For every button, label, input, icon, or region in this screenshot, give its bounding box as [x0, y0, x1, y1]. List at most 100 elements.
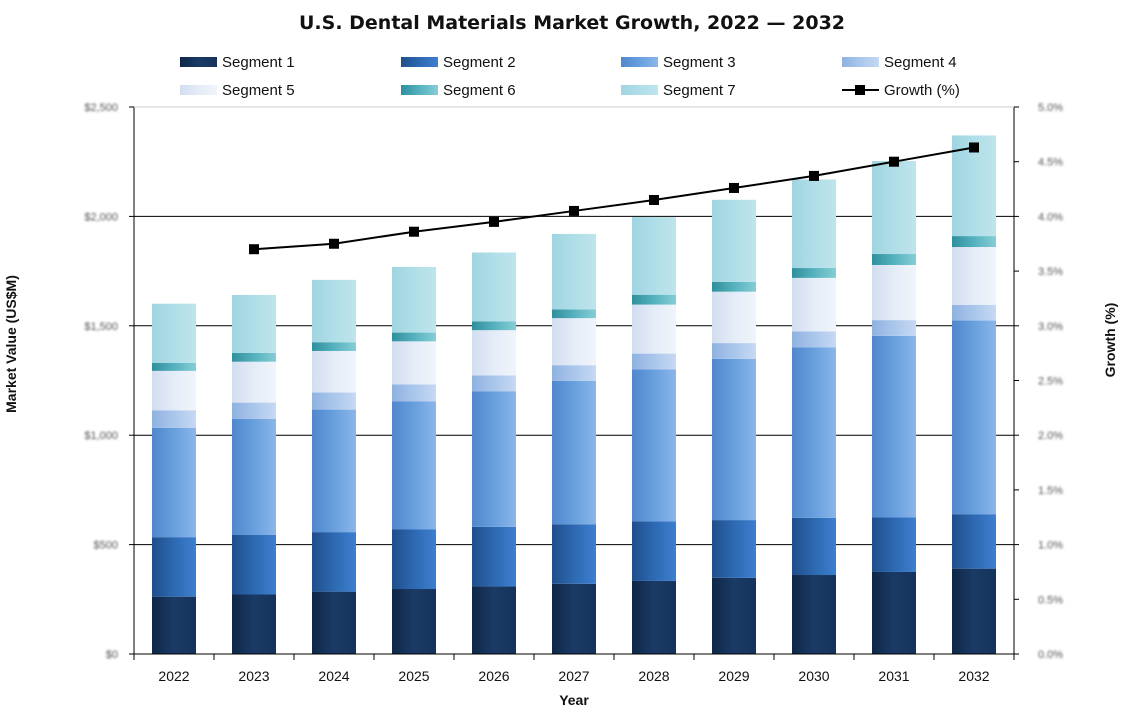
growth-point-2028: [649, 194, 659, 205]
chart-title: U.S. Dental Materials Market Growth, 202…: [299, 12, 845, 34]
growth-point-2030: [809, 170, 819, 181]
bar-segment-5-2023: [232, 361, 276, 403]
y2-tick-label: 0.5%: [1038, 594, 1063, 606]
bar-segment-7-2030: [792, 179, 836, 269]
bar-segment-2-2026: [472, 526, 516, 587]
legend-item-segment-1: Segment 1: [180, 54, 295, 71]
bar-segment-2-2022: [152, 537, 196, 597]
bar-segment-6-2030: [792, 268, 836, 278]
bar-segment-1-2025: [392, 589, 436, 654]
bar-segment-4-2030: [792, 331, 836, 348]
bar-segment-6-2025: [392, 332, 436, 342]
bar-segment-2-2024: [312, 532, 356, 592]
legend-item-segment-7: Segment 7: [621, 82, 736, 99]
bar-segment-2-2025: [392, 529, 436, 590]
bar-segment-5-2024: [312, 350, 356, 393]
bar-segment-1-2028: [632, 580, 676, 654]
bar-segment-5-2026: [472, 330, 516, 376]
bar-segment-1-2026: [472, 586, 516, 654]
growth-point-2023: [249, 244, 259, 255]
bar-segment-4-2023: [232, 402, 276, 420]
bar-segment-4-2032: [952, 304, 996, 321]
bar-segment-3-2032: [952, 320, 996, 515]
bar-segment-1-2031: [872, 571, 916, 654]
x-tick-label-2028: 2028: [638, 668, 669, 684]
bar-segment-7-2029: [712, 199, 756, 282]
bar-segment-5-2030: [792, 277, 836, 332]
x-tick-label-2030: 2030: [798, 668, 829, 684]
bar-segment-4-2024: [312, 392, 356, 410]
bar-segment-7-2024: [312, 279, 356, 343]
bar-segment-3-2023: [232, 419, 276, 535]
y2-tick-label: 5.0%: [1038, 102, 1063, 114]
y2-tick-label: 3.0%: [1038, 321, 1063, 333]
legend-label: Segment 2: [443, 54, 516, 71]
legend-swatch: [401, 85, 438, 95]
bar-segment-5-2025: [392, 341, 436, 385]
bar-segment-7-2028: [632, 217, 676, 295]
bar-segment-5-2031: [872, 264, 916, 321]
bar-segment-5-2029: [712, 291, 756, 344]
x-tick-label-2027: 2027: [558, 668, 589, 684]
legend-label: Segment 3: [663, 54, 736, 71]
bar-segment-2-2029: [712, 520, 756, 578]
y-tick-label: $500: [94, 540, 118, 552]
bar-segment-2-2028: [632, 521, 676, 581]
y2-tick-label: 3.5%: [1038, 266, 1063, 278]
y-tick-label: $2,500: [84, 102, 118, 114]
y-tick-label: $0: [106, 649, 118, 661]
y-tick-label: $2,000: [84, 211, 118, 223]
growth-point-2026: [489, 216, 499, 227]
bar-segment-4-2027: [552, 365, 596, 381]
bar-segment-1-2029: [712, 577, 756, 654]
growth-point-2031: [889, 156, 899, 167]
bar-segment-2-2032: [952, 514, 996, 569]
bar-segment-2-2031: [872, 517, 916, 572]
y-axis-title: Market Value (US$M): [3, 275, 19, 413]
bar-segment-7-2031: [872, 161, 916, 255]
legend-swatch: [621, 85, 658, 95]
x-tick-label-2025: 2025: [398, 668, 429, 684]
bar-segment-2-2030: [792, 517, 836, 576]
y2-tick-labels: 0.0% 0.5% 1.0% 1.5% 2.0% 2.5% 3.0% 3.5% 4.0% 4.5%…: [1038, 102, 1063, 661]
growth-point-2029: [729, 182, 739, 193]
y2-tick-label: 2.0%: [1038, 430, 1063, 442]
bar-segment-4-2031: [872, 320, 916, 336]
bar-segment-5-2022: [152, 370, 196, 411]
x-tick-labels: 2022 2023 2024 2025 2026 2027 2028 2029 2030 2031…: [158, 668, 989, 684]
legend-label: Segment 5: [222, 82, 295, 99]
axes: [129, 106, 1019, 660]
legend-label: Growth (%): [884, 82, 960, 99]
bar-segment-7-2025: [392, 266, 436, 333]
x-tick-label-2031: 2031: [878, 668, 909, 684]
legend-item-segment-6: Segment 6: [401, 82, 516, 99]
bar-segment-6-2024: [312, 342, 356, 351]
y2-tick-label: 2.5%: [1038, 376, 1063, 388]
y2-tick-label: 1.5%: [1038, 485, 1063, 497]
bar-segment-6-2031: [872, 254, 916, 265]
bar-segment-3-2024: [312, 409, 356, 533]
x-tick-label-2032: 2032: [958, 668, 989, 684]
legend-swatch: [180, 85, 217, 95]
y2-tick-label: 0.0%: [1038, 649, 1063, 661]
x-axis-title: Year: [559, 692, 589, 708]
y2-axis-title: Growth (%): [1102, 303, 1118, 378]
bar-segment-3-2025: [392, 401, 436, 530]
bar-segment-6-2022: [152, 362, 196, 371]
bar-segment-7-2023: [232, 294, 276, 353]
bar-segment-6-2029: [712, 281, 756, 292]
legend-item-segment-3: Segment 3: [621, 54, 736, 71]
x-tick-label-2026: 2026: [478, 668, 509, 684]
y2-tick-label: 1.0%: [1038, 540, 1063, 552]
bar-segment-4-2025: [392, 384, 436, 402]
legend-swatch: [180, 57, 217, 67]
bar-segment-3-2027: [552, 380, 596, 525]
bar-segment-6-2028: [632, 294, 676, 305]
legend-label: Segment 7: [663, 82, 736, 99]
bar-segment-4-2022: [152, 410, 196, 428]
bar-segment-7-2022: [152, 303, 196, 363]
growth-point-2027: [569, 205, 579, 216]
x-tick-label-2029: 2029: [718, 668, 749, 684]
bar-segment-4-2028: [632, 353, 676, 370]
